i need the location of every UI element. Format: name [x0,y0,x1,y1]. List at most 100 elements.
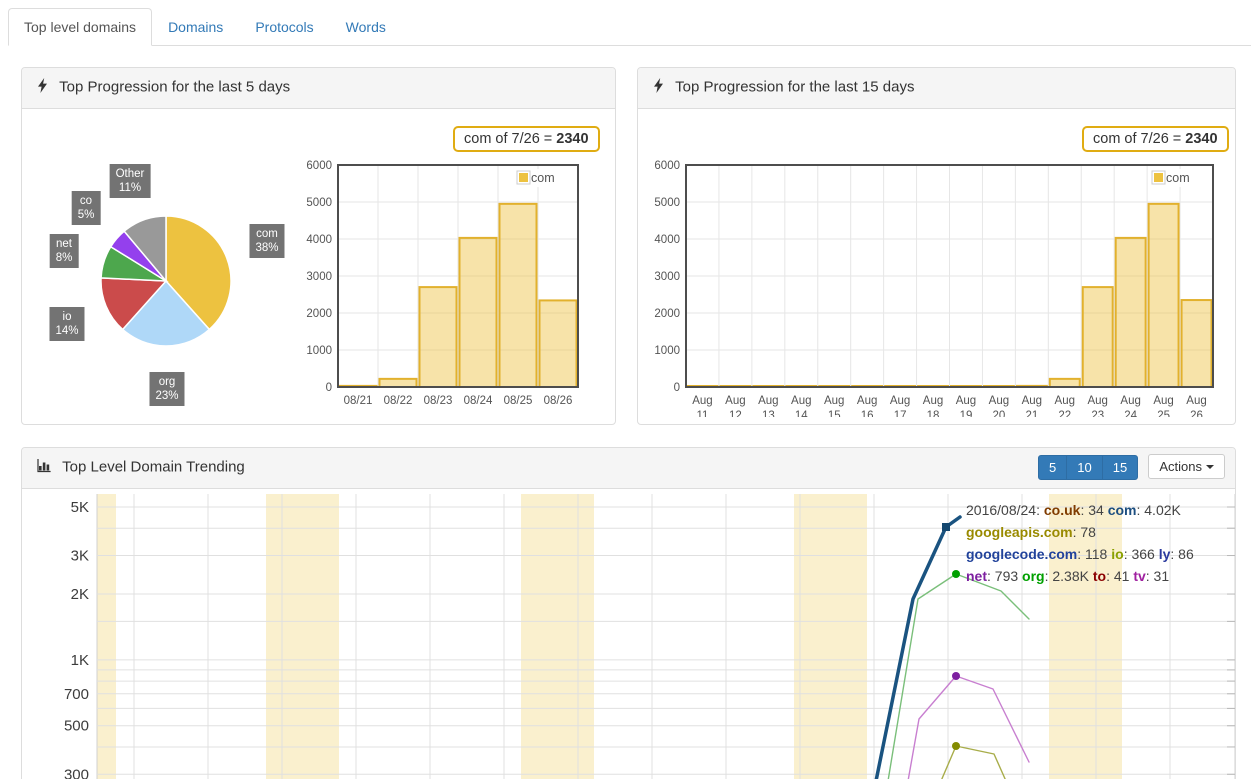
tooltip-series-label: net [966,568,987,584]
y-tick-label: 2000 [654,308,680,320]
tab-words[interactable]: Words [330,8,402,46]
tooltip-value-text: : 4.02K [1136,502,1181,518]
y-tick-label: 1000 [654,345,680,357]
trending-tooltip: 2016/08/24: co.uk: 34 com: 4.02K googleap… [966,499,1194,587]
trend-marker-com[interactable] [942,523,950,531]
x-tick-label: 20 [993,410,1006,417]
bar-Aug-25[interactable] [1147,202,1180,388]
y-tick-label: 0 [674,382,680,394]
tooltip-value-text: : 34 [1080,502,1108,518]
pie-slice-io[interactable] [100,277,168,331]
weekend-band [97,494,116,779]
tab-top-level-domains[interactable]: Top level domains [8,8,153,46]
pie-slice-org[interactable] [121,279,211,347]
panel-tld-trending: Top Level Domain Trending 5 10 15 Action… [21,447,1236,779]
legend-label: com [1166,171,1190,185]
trend-marker-io[interactable] [952,742,960,750]
pie-slice-Other[interactable] [123,215,167,284]
pie-label-org: org 23% [149,372,185,406]
x-tick-label: 08/23 [424,395,453,407]
y-tick-label: 5K [71,499,89,516]
tooltip-series-label: org [1022,568,1045,584]
tooltip-value-text: : 366 [1123,546,1159,562]
bar-Aug-22[interactable] [1048,377,1081,389]
x-tick-label: 16 [861,410,874,417]
x-tick-label: Aug [989,395,1009,407]
range-button-5[interactable]: 5 [1038,454,1068,480]
tab-protocols-label[interactable]: Protocols [255,19,314,35]
tab-domains-label[interactable]: Domains [168,19,224,35]
x-tick-label: 14 [795,410,808,417]
bar-08/22[interactable] [378,377,418,389]
y-tick-label: 2K [71,586,89,603]
x-tick-label: 24 [1124,410,1137,417]
trend-line-net[interactable] [907,675,1030,779]
legend-label: com [531,171,555,185]
panel-trending-body: 5K 3K 2K 1K 700 500 300 2016/08/24: co.uk: 34 … [22,489,1236,779]
bar-08/25[interactable] [498,202,538,388]
tab-bar: Top level domains Domains Protocols Word… [8,8,1251,46]
y-tick-label: 3K [71,548,89,565]
trending-line-chart[interactable]: 5K 3K 2K 1K 700 500 300 [22,489,1236,779]
bolt-icon [653,78,664,97]
y-tick-label: 1000 [306,345,332,357]
bar-08/24[interactable] [458,236,498,388]
tooltip-series-label: tv [1133,568,1146,584]
bar-chart-15-days[interactable]: 0 1000 2000 3000 4000 5000 6000 Aug 11 Aug 12 Aug 13… [650,151,1228,417]
tooltip-series-label: ly [1158,546,1171,562]
y-tick-label: 500 [64,718,89,735]
x-tick-label: 11 [696,410,708,417]
bar15-hover-tooltip: com of 7/26 = 2340 [1082,126,1229,152]
pie-label-com: com 38% [249,224,285,258]
trend-line-com[interactable] [874,515,962,779]
panel-trending-header: Top Level Domain Trending 5 10 15 Action… [22,448,1235,489]
legend-box [514,169,574,187]
pie-slice-com[interactable] [165,215,232,331]
bar-chart-5-days[interactable]: 0 1000 2000 3000 4000 5000 6000 08/21 08/22 08/23… [301,151,601,413]
tab-words-label[interactable]: Words [345,19,386,35]
bar-Aug-24[interactable] [1114,236,1147,388]
bar-Aug-26[interactable] [1180,299,1213,388]
tooltip-series-label: co.uk [1043,502,1081,518]
panel-top-progression-5-days: Top Progression for the last 5 days com … [21,67,616,425]
y-tick-label: 0 [326,382,332,394]
tooltip-series-label: googleapis.com [966,524,1073,540]
panel-trending-title: Top Level Domain Trending [62,458,245,476]
x-tick-label: Aug [1087,395,1107,407]
panel-5d-header: Top Progression for the last 5 days [22,68,615,109]
y-tick-label: 300 [64,766,89,779]
y-tick-label: 5000 [654,197,680,209]
plot-border [337,164,579,388]
range-button-15[interactable]: 15 [1101,454,1139,480]
caret-down-icon [1206,465,1214,469]
tab-protocols[interactable]: Protocols [239,8,329,46]
x-tick-label: 08/24 [464,395,493,407]
range-button-10[interactable]: 10 [1066,454,1103,480]
bar-Aug-23[interactable] [1081,286,1114,389]
x-tick-label: 15 [828,410,841,417]
tab-domains[interactable]: Domains [152,8,239,46]
trend-marker-net[interactable] [952,672,960,680]
tooltip-value-text: 2016/08/24: [966,502,1044,518]
panel-15d-title: Top Progression for the last 15 days [675,78,915,96]
tab-top-level-domains-label[interactable]: Top level domains [8,8,153,46]
pie-label-Other: Other 11% [109,164,151,198]
x-tick-label: Aug [692,395,712,407]
actions-dropdown-button[interactable]: Actions [1148,454,1225,479]
legend-swatch-com [519,173,528,182]
x-tick-label: Aug [791,395,811,407]
bar-08/23[interactable] [418,286,458,389]
trend-marker-org[interactable] [952,570,960,578]
weekend-band [794,494,867,779]
bar-08/26[interactable] [538,299,578,388]
x-tick-label: Aug [824,395,844,407]
y-tick-label: 2000 [306,308,332,320]
tooltip-value-text: : 41 [1106,568,1134,584]
tooltip-value-text: : 118 [1077,546,1112,562]
actions-label: Actions [1159,459,1202,474]
x-tick-label: 08/22 [384,395,413,407]
x-tick-label: Aug [1186,395,1206,407]
trend-line-io[interactable] [941,745,1006,779]
panel-top-progression-15-days: Top Progression for the last 15 days com… [637,67,1236,425]
